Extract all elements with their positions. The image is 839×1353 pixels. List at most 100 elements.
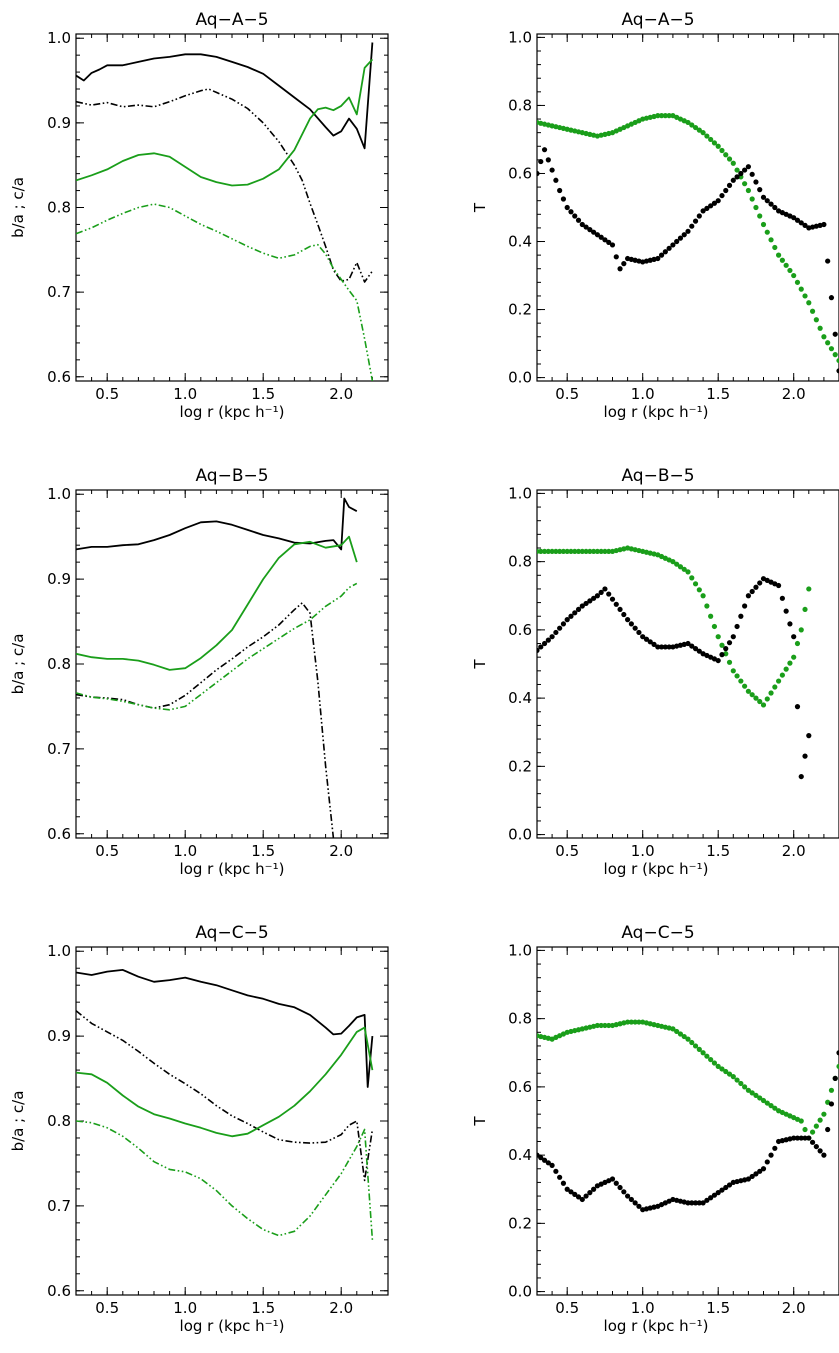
data-point-green <box>538 548 544 555</box>
series-line-black-dashdotdot <box>76 88 374 283</box>
data-point-black <box>579 221 585 228</box>
data-point-black <box>681 232 687 238</box>
data-point-black <box>658 644 665 650</box>
data-point-black <box>572 610 578 616</box>
data-point-green <box>753 204 759 211</box>
data-point-black <box>538 158 544 165</box>
series-line-green-dashdotdot <box>76 203 374 381</box>
data-point-black <box>553 1168 559 1174</box>
data-point-black <box>587 598 593 604</box>
data-point-green <box>779 257 785 263</box>
data-point-black <box>787 621 793 627</box>
data-point-black <box>647 639 653 645</box>
data-point-black <box>745 164 752 170</box>
data-point-black <box>749 1173 755 1180</box>
data-point-green <box>749 196 755 202</box>
data-point-black <box>711 1192 718 1198</box>
data-point-black <box>711 200 718 206</box>
x-tick-label: 0.5 <box>555 385 579 403</box>
data-point-black <box>609 1176 616 1182</box>
data-point-green <box>768 690 774 696</box>
data-point-black <box>689 643 695 649</box>
y-axis-label: b/a ; c/a <box>9 634 27 695</box>
data-point-green <box>692 1043 699 1049</box>
data-point-green <box>742 181 748 187</box>
data-point-black <box>836 1050 839 1056</box>
data-point-black <box>753 1171 759 1177</box>
x-axis-label: log r (kpc h⁻¹) <box>604 1317 709 1335</box>
data-point-green <box>768 237 774 243</box>
data-point-green <box>715 634 721 640</box>
data-point-green <box>681 1033 687 1040</box>
data-point-black <box>742 603 748 609</box>
data-point-black <box>609 242 616 248</box>
data-point-green <box>730 1074 736 1080</box>
panel-title: Aq−B−5 <box>621 466 694 486</box>
data-point-black <box>560 196 567 202</box>
data-point-black <box>594 593 601 599</box>
data-point-black <box>658 252 665 258</box>
data-point-black <box>749 588 755 595</box>
data-point-black <box>745 1176 752 1182</box>
data-point-green <box>742 1084 748 1090</box>
data-point-green <box>749 1090 755 1096</box>
data-point-green <box>681 566 687 572</box>
y-tick-label: 1.0 <box>47 942 71 960</box>
data-point-green <box>602 1022 608 1029</box>
data-point-green <box>708 1056 714 1063</box>
x-axis-label: log r (kpc h⁻¹) <box>604 403 709 421</box>
y-tick-label: 0.9 <box>47 1027 71 1045</box>
y-tick-label: 0.0 <box>508 369 532 387</box>
x-axis-label: log r (kpc h⁻¹) <box>604 860 709 878</box>
data-point-green <box>704 133 710 139</box>
data-point-black <box>832 1075 838 1081</box>
data-point-black <box>768 201 774 207</box>
data-point-green <box>734 167 740 173</box>
data-point-black <box>798 773 804 780</box>
data-point-black <box>557 187 563 194</box>
data-point-green <box>772 684 778 690</box>
y-tick-label: 1.0 <box>508 484 532 502</box>
y-axis-label: T <box>471 659 489 670</box>
data-point-green <box>825 340 831 346</box>
data-point-black <box>802 753 808 759</box>
data-point-black <box>794 1135 801 1141</box>
data-point-black <box>643 636 650 642</box>
data-point-black <box>825 1126 831 1133</box>
y-axis-label: b/a ; c/a <box>9 1091 27 1152</box>
data-point-green <box>719 642 725 648</box>
data-point-black <box>549 634 555 640</box>
data-point-green <box>783 262 789 268</box>
data-point-black <box>764 198 770 204</box>
x-tick-label: 1.0 <box>173 385 197 403</box>
data-point-black <box>757 1168 763 1174</box>
series-line-black-solid <box>76 42 374 150</box>
data-point-black <box>670 242 676 248</box>
y-tick-label: 0.0 <box>508 826 532 844</box>
data-point-green <box>726 659 733 665</box>
data-point-black <box>587 227 593 233</box>
data-point-black <box>772 204 778 211</box>
data-point-black <box>557 1174 563 1180</box>
data-layer <box>76 42 374 381</box>
data-point-black <box>598 234 604 240</box>
data-point-black <box>757 580 763 586</box>
data-point-green <box>783 666 789 672</box>
data-point-black <box>598 589 604 595</box>
data-point-black <box>575 606 582 613</box>
data-point-green <box>821 1111 827 1117</box>
data-point-green <box>704 1053 710 1059</box>
data-point-green <box>753 695 759 701</box>
y-tick-label: 0.8 <box>47 1112 71 1130</box>
data-point-green <box>794 279 801 285</box>
data-point-green <box>723 1068 729 1075</box>
y-tick-label: 0.6 <box>508 164 532 182</box>
data-point-black <box>734 174 740 180</box>
data-point-black <box>723 646 729 652</box>
data-point-black <box>579 603 585 609</box>
data-point-black <box>809 1139 816 1145</box>
data-point-green <box>730 160 736 166</box>
series-line-black-solid <box>76 497 358 551</box>
data-point-black <box>791 634 797 640</box>
